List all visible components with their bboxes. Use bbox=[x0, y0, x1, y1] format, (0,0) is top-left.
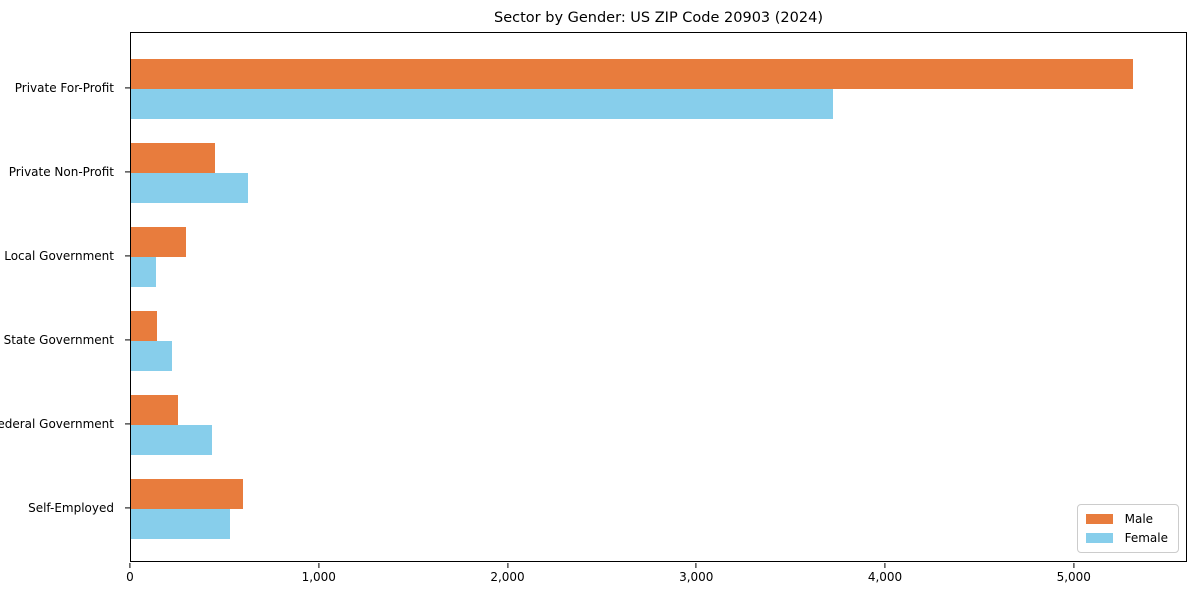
bar-female-state-government bbox=[131, 341, 173, 371]
y-tick-mark bbox=[125, 255, 130, 257]
legend-label-male: Male bbox=[1124, 512, 1154, 526]
bar-male-local-government bbox=[131, 227, 186, 257]
y-tick-mark bbox=[125, 507, 130, 509]
bar-male-private-non-profit bbox=[131, 143, 215, 173]
category-label-local-government: Local Government bbox=[4, 249, 114, 263]
x-tick-mark bbox=[884, 563, 886, 568]
category-label-state-government: State Government bbox=[3, 333, 114, 347]
bar-male-state-government bbox=[131, 311, 158, 341]
x-tick-mark bbox=[1073, 563, 1075, 568]
legend-entry-male: Male bbox=[1085, 512, 1168, 526]
x-tick-label-5-000: 5,000 bbox=[1056, 570, 1091, 584]
x-tick-label-2-000: 2,000 bbox=[490, 570, 525, 584]
y-axis-labels: Private For-Profit Private Non-Profit Loca… bbox=[0, 32, 130, 562]
plot-area: Male Female bbox=[130, 32, 1187, 562]
x-tick-label-3-000: 3,000 bbox=[679, 570, 714, 584]
category-label-federal-government: Federal Government bbox=[0, 417, 114, 431]
x-tick-mark bbox=[318, 563, 320, 568]
bar-female-federal-government bbox=[131, 425, 212, 455]
bar-male-federal-government bbox=[131, 395, 179, 425]
bar-male-self-employed bbox=[131, 479, 244, 509]
bar-female-private-non-profit bbox=[131, 173, 248, 203]
bar-male-private-for-profit bbox=[131, 59, 1134, 89]
x-tick-label-0: 0 bbox=[126, 570, 134, 584]
x-tick-label-4-000: 4,000 bbox=[867, 570, 903, 584]
category-label-self-employed: Self-Employed bbox=[28, 501, 114, 515]
x-tick-mark bbox=[129, 563, 131, 568]
legend: Male Female bbox=[1076, 504, 1179, 553]
legend-entry-female: Female bbox=[1085, 531, 1168, 545]
legend-label-female: Female bbox=[1124, 531, 1168, 545]
x-tick-mark bbox=[506, 563, 509, 568]
bar-female-private-for-profit bbox=[131, 89, 833, 119]
category-label-private-for-profit: Private For-Profit bbox=[14, 81, 114, 95]
y-tick-mark bbox=[125, 339, 130, 341]
legend-swatch-female bbox=[1085, 533, 1113, 543]
x-tick-mark bbox=[695, 563, 697, 568]
y-tick-mark bbox=[125, 423, 130, 425]
bar-female-self-employed bbox=[131, 509, 230, 539]
chart-title: Sector by Gender: US ZIP Code 20903 (202… bbox=[494, 10, 823, 26]
x-axis: 0 1,000 2,000 3,000 4,000 5,000 bbox=[126, 563, 1187, 593]
y-tick-mark bbox=[125, 171, 130, 173]
y-tick-mark bbox=[125, 87, 130, 89]
category-label-private-non-profit: Private Non-Profit bbox=[8, 165, 114, 179]
legend-swatch-male bbox=[1085, 514, 1113, 524]
x-tick-label-1-000: 1,000 bbox=[301, 570, 336, 584]
bar-female-local-government bbox=[131, 257, 157, 287]
bars-layer bbox=[131, 33, 1186, 561]
